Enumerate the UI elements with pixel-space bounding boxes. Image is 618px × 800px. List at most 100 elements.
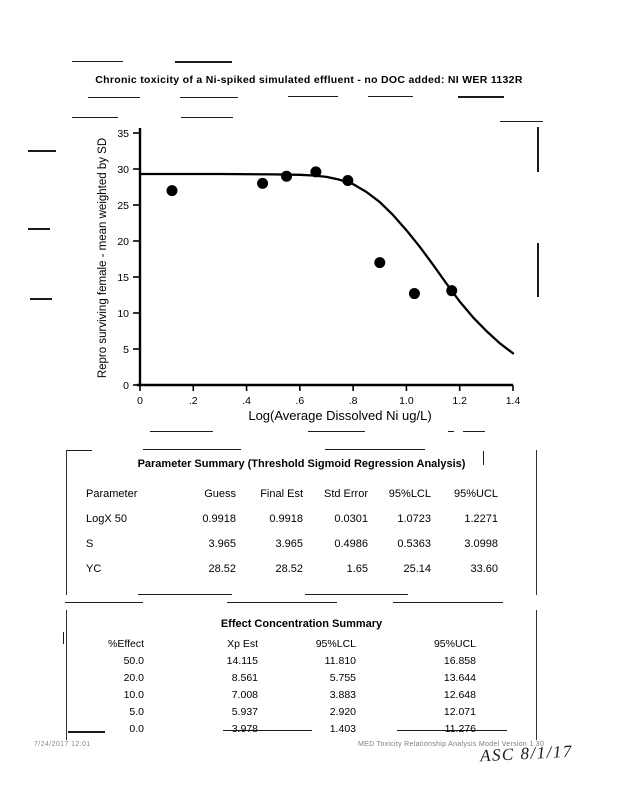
table-cell: YC <box>86 563 102 575</box>
table-cell: 2.920 <box>329 706 356 718</box>
table-header-cell: 95%LCL <box>315 638 356 650</box>
table-cell: 1.65 <box>346 563 368 575</box>
scan-artifact-dash <box>397 730 507 731</box>
y-tick-label: 15 <box>117 272 129 284</box>
table-cell: 3.978 <box>231 723 258 735</box>
scan-artifact-dash <box>150 431 213 432</box>
table-header-cell: 95%UCL <box>433 638 476 650</box>
scan-artifact-dash <box>66 450 92 451</box>
y-tick-label: 0 <box>123 380 129 392</box>
scan-artifact-dash <box>88 97 140 98</box>
table-cell: 28.52 <box>208 563 236 575</box>
x-tick-label: .4 <box>242 395 251 407</box>
table-cell: 0.9918 <box>202 513 236 525</box>
table-cell: 3.883 <box>329 689 356 701</box>
x-tick-label: 1.0 <box>399 395 414 407</box>
software-version-footer: MED Toxicity Relationship Analysis Model… <box>358 741 545 748</box>
table-cell: 0.5363 <box>397 538 431 550</box>
table-header-cell: Xp Est <box>227 638 258 650</box>
table-cell: 14.115 <box>226 655 258 667</box>
table-cell: 0.0301 <box>334 513 368 525</box>
effect-concentration-table: Effect Concentration Summary %Effect Xp E… <box>66 610 537 740</box>
table-cell: 20.0 <box>123 672 144 684</box>
scan-artifact-line <box>483 451 484 465</box>
table-cell: 25.14 <box>403 563 431 575</box>
y-tick-label: 25 <box>117 200 129 212</box>
scan-artifact-dash <box>448 431 454 432</box>
print-timestamp: 7/24/2017 12:01 <box>34 741 91 748</box>
scan-artifact-dash <box>28 228 50 230</box>
effect-concentration-title: Effect Concentration Summary <box>220 618 383 630</box>
table-cell: 0.4986 <box>334 538 368 550</box>
table-cell: 50.0 <box>123 655 144 667</box>
scan-artifact-dash <box>463 431 485 432</box>
table-header-cell: Final Est <box>260 488 303 500</box>
data-point <box>281 170 293 182</box>
scan-artifact-dash <box>305 594 408 595</box>
scan-artifact-dash <box>500 121 543 122</box>
table-cell: 5.937 <box>231 706 258 718</box>
scan-artifact-dash <box>288 96 338 97</box>
x-tick-label: 1.2 <box>452 395 467 407</box>
scan-artifact-dash <box>138 594 232 595</box>
y-tick-label: 35 <box>117 128 129 140</box>
table-header-cell: 95%LCL <box>388 488 431 500</box>
table-cell: 11.276 <box>444 723 476 735</box>
table-cell: 7.008 <box>231 689 258 701</box>
scan-artifact-dash <box>68 731 105 733</box>
table-header-cell: Parameter <box>86 488 138 500</box>
table-header-cell: Std Error <box>323 488 368 500</box>
parameter-summary-title: Parameter Summary (Threshold Sigmoid Reg… <box>137 458 466 470</box>
x-tick-label: .2 <box>189 395 198 407</box>
table-cell: 8.561 <box>231 672 258 684</box>
effect-concentration-grid: %Effect Xp Est 95%LCL 95%UCL 50.0 14.115 11.81… <box>67 636 536 738</box>
x-axis-title: Log(Average Dissolved Ni ug/L) <box>248 408 431 423</box>
table-cell: 10.0 <box>123 689 144 701</box>
data-point <box>446 285 458 297</box>
y-tick-label: 10 <box>117 308 129 320</box>
table-cell: 28.52 <box>275 563 303 575</box>
table-cell: 11.810 <box>324 655 356 667</box>
scan-artifact-dash <box>308 431 365 432</box>
table-cell: 12.071 <box>443 706 476 718</box>
data-point <box>408 288 420 300</box>
table-cell: 0.9918 <box>269 513 303 525</box>
scan-artifact-dash <box>72 61 123 62</box>
table-header-cell: Guess <box>204 488 236 500</box>
scan-artifact-dash <box>181 117 233 118</box>
scan-artifact-dash <box>180 97 238 98</box>
scan-artifact-dash <box>368 96 413 97</box>
table-cell: 3.965 <box>208 538 236 550</box>
scan-artifact-dash <box>227 602 337 603</box>
toxicity-regression-chart: 0 5 10 15 20 25 30 35 0 .2 .4 .6 .8 1.0 1.2 1.4 Log(Aver… <box>55 108 560 423</box>
scan-artifact-dash <box>143 449 241 450</box>
scan-artifact-dash <box>458 96 504 98</box>
x-tick-label: .6 <box>295 395 304 407</box>
parameter-summary-table: Parameter Summary (Threshold Sigmoid Reg… <box>66 450 537 595</box>
table-cell: 33.60 <box>470 563 498 575</box>
x-tick-label: 0 <box>137 395 143 407</box>
data-point <box>374 257 386 269</box>
scan-artifact-dash <box>325 449 425 450</box>
scan-artifact-dash <box>175 61 232 63</box>
scan-artifact-dash <box>393 602 503 603</box>
table-cell: 0.0 <box>129 723 144 735</box>
table-header-cell: %Effect <box>108 638 144 650</box>
chart-canvas: 0 5 10 15 20 25 30 35 0 .2 .4 .6 .8 1.0 1.2 1.4 Log(Aver… <box>97 128 521 423</box>
scan-artifact-dash <box>30 298 52 300</box>
y-tick-label: 30 <box>117 164 129 176</box>
table-cell: LogX 50 <box>86 513 127 525</box>
data-point <box>310 166 322 178</box>
x-tick-label: 1.4 <box>506 395 521 407</box>
y-tick-label: 20 <box>117 236 129 248</box>
scan-artifact-dash <box>28 150 56 152</box>
data-point <box>166 185 178 197</box>
handwritten-note: ASC 8/1/17 <box>479 741 574 766</box>
x-tick-label: .8 <box>349 395 358 407</box>
data-point <box>257 177 269 189</box>
table-cell: 1.403 <box>329 723 356 735</box>
scan-artifact-line <box>63 632 64 644</box>
y-tick-label: 5 <box>123 344 129 356</box>
table-cell: 1.0723 <box>397 513 431 525</box>
regression-curve <box>138 172 515 355</box>
